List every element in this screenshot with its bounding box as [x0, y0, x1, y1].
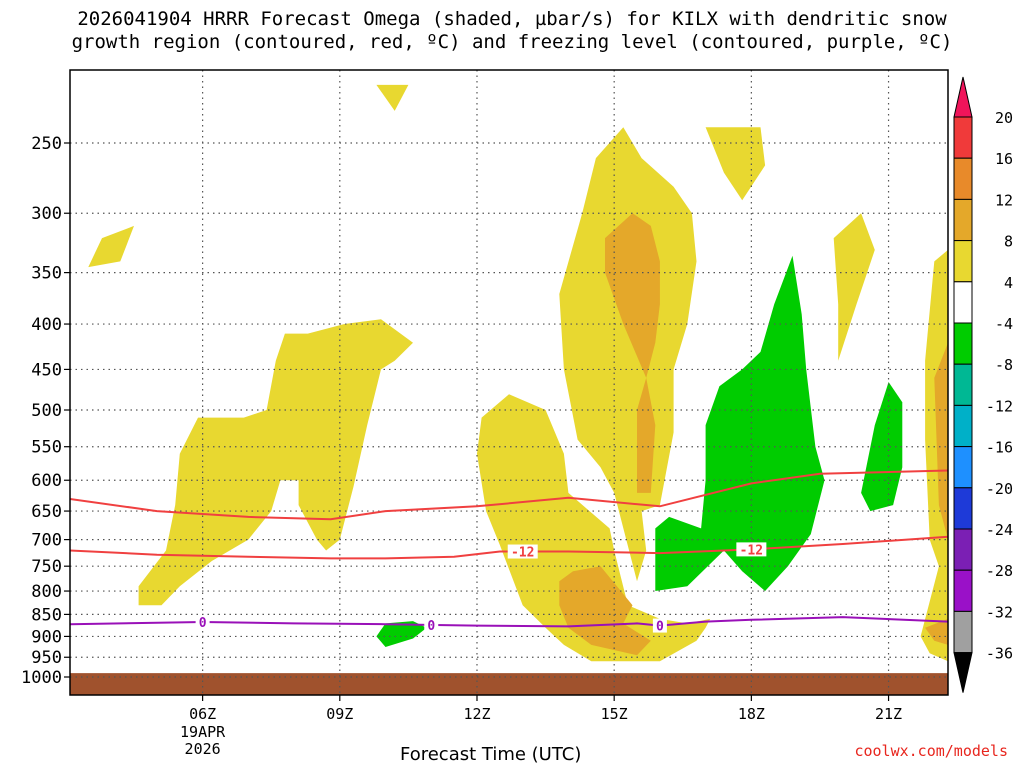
colorbar-label-4: 4 [1004, 274, 1013, 292]
contour-label-bg-3 [424, 617, 439, 632]
omega-shade-1-1 [637, 377, 656, 493]
colorbar-swatch-8 [953, 446, 973, 489]
contour-label-bg-1 [736, 542, 767, 557]
colorbar-label-5: -4 [995, 315, 1013, 333]
omega-shade-2-0 [655, 255, 825, 591]
chart-title-line1: 2026041904 HRRR Forecast Omega (shaded, … [77, 8, 947, 30]
colorbar-label-10: -24 [986, 521, 1013, 539]
omega-shade-0-6 [833, 213, 875, 361]
y-tick-label-900: 900 [31, 627, 62, 647]
omega-shade-0-3 [559, 127, 697, 582]
omega-shade-1-2 [559, 566, 651, 656]
y-tick-label-550: 550 [31, 438, 62, 458]
colorbar-label-7: -12 [986, 397, 1013, 415]
colorbar-label-6: -8 [995, 356, 1013, 374]
omega-shade-0-4 [705, 127, 766, 201]
contour-label-4: 0 [656, 620, 664, 635]
x-tick-label-18Z: 18Z [738, 705, 765, 723]
y-tick-label-350: 350 [31, 264, 62, 284]
x-tick-label-12Z: 12Z [463, 705, 490, 723]
colorbar-bottom-arrow [953, 652, 973, 693]
contour-label-bg-2 [195, 615, 210, 630]
ground-terrain [70, 673, 948, 695]
colorbar-swatch-3 [953, 240, 973, 283]
date-label-year: 2026 [185, 740, 221, 758]
plot-area [70, 70, 948, 695]
y-tick-label-300: 300 [31, 204, 62, 224]
x-axis-label: Forecast Time (UTC) [400, 744, 582, 765]
omega-shade-1-4 [934, 342, 948, 540]
omega-shade-2-2 [861, 382, 903, 512]
date-label-day: 19APR [180, 723, 226, 741]
y-tick-label-850: 850 [31, 605, 62, 625]
colorbar-label-9: -20 [986, 480, 1013, 498]
colorbar-label-0: 20 [995, 109, 1013, 127]
colorbar-label-8: -16 [986, 439, 1013, 457]
contour-label-1: -12 [740, 543, 763, 558]
x-tick-label-09Z: 09Z [326, 705, 353, 723]
colorbar-swatch-4 [953, 281, 973, 324]
omega-shade-0-2 [477, 394, 711, 662]
colorbar-label-1: 16 [995, 150, 1013, 168]
omega-shade-0-1 [138, 319, 413, 606]
y-tick-label-800: 800 [31, 582, 62, 602]
chart-title-line2: growth region (contoured, red, ºC) and f… [71, 31, 953, 53]
colorbar-label-11: -28 [986, 562, 1013, 580]
colorbar-swatch-9 [953, 487, 973, 530]
contour-label-3: 0 [427, 619, 435, 634]
omega-shade-1-0 [605, 213, 660, 378]
omega-shade-1-3 [925, 618, 948, 645]
y-tick-label-950: 950 [31, 648, 62, 668]
x-tick-label-15Z: 15Z [601, 705, 628, 723]
y-tick-label-600: 600 [31, 471, 62, 491]
colorbar-swatch-12 [953, 610, 973, 654]
colorbar-label-2: 12 [995, 191, 1013, 209]
colorbar-swatch-7 [953, 404, 973, 448]
contour-label-bg-0 [507, 544, 538, 559]
y-tick-label-400: 400 [31, 315, 62, 335]
colorbar-label-13: -36 [986, 645, 1013, 663]
credit-link[interactable]: coolwx.com/models [854, 742, 1008, 760]
plot-frame [69, 69, 949, 696]
colorbar-swatch-1 [953, 157, 973, 200]
y-tick-label-500: 500 [31, 401, 62, 421]
y-tick-label-1000: 1000 [21, 668, 62, 688]
omega-shade-2-1 [376, 621, 427, 647]
y-tick-label-450: 450 [31, 360, 62, 380]
colorbar-label-12: -32 [986, 603, 1013, 621]
contour-label-2: 0 [199, 616, 207, 631]
contour-label-0: -12 [511, 546, 534, 561]
colorbar-top-arrow [953, 76, 973, 118]
colorbar-swatch-0 [953, 116, 973, 159]
colorbar-swatch-2 [953, 198, 973, 242]
colorbar-swatch-6 [953, 363, 973, 406]
contour-label-bg-4 [652, 618, 667, 633]
x-tick-label-21Z: 21Z [875, 705, 902, 723]
contour-line-1 [70, 535, 948, 560]
omega-shade-0-7 [920, 249, 948, 662]
colorbar-label-3: 8 [1004, 233, 1013, 251]
colorbar-swatch-10 [953, 528, 973, 571]
omega-shade-0-5 [376, 84, 409, 111]
omega-shade-0-0 [88, 225, 134, 268]
colorbar-swatch-11 [953, 569, 973, 612]
colorbar-swatch-5 [953, 322, 973, 365]
y-tick-label-700: 700 [31, 531, 62, 551]
y-tick-label-650: 650 [31, 502, 62, 522]
contour-line-0 [70, 469, 948, 521]
contour-line-2 [70, 616, 948, 628]
y-tick-label-250: 250 [31, 134, 62, 154]
x-tick-label-06Z: 06Z [189, 705, 216, 723]
y-tick-label-750: 750 [31, 557, 62, 577]
